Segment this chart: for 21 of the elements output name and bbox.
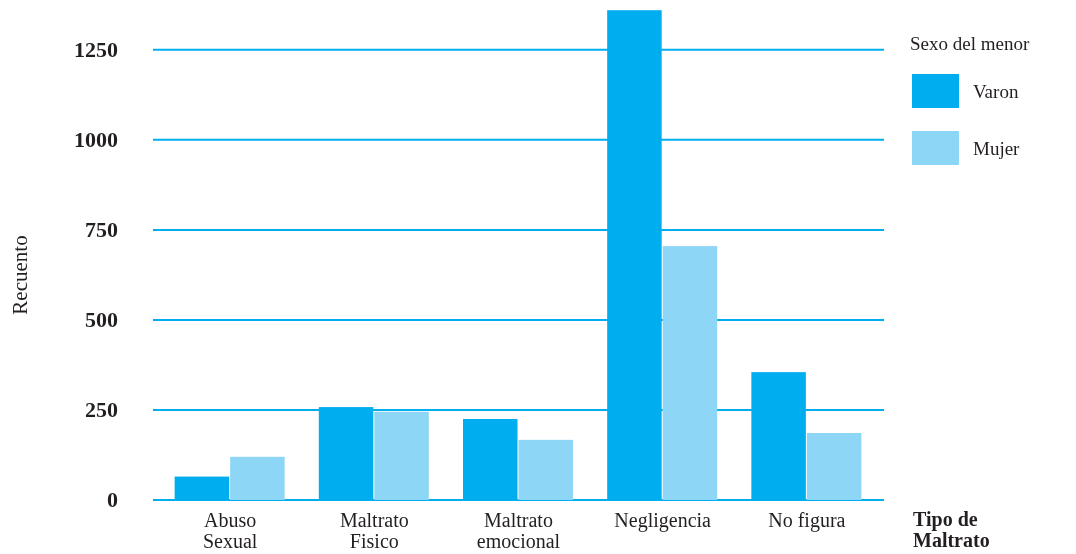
bar — [662, 246, 718, 500]
bar — [230, 456, 285, 500]
legend-label: Mujer — [973, 137, 1021, 159]
y-tick-label: 0 — [107, 487, 118, 513]
x-tick-label: Maltrato emocional — [476, 509, 561, 552]
x-tick-label: Maltrato Fisico — [339, 509, 409, 552]
y-axis-title: Recuento — [8, 235, 32, 315]
bar — [374, 411, 429, 500]
x-tick-label: Negligencia — [614, 509, 712, 532]
x-axis-title: Tipo de Maltrato — [913, 508, 990, 551]
legend-title: Sexo del menor — [910, 33, 1030, 54]
y-tick-label: 750 — [85, 216, 118, 242]
bar — [806, 433, 862, 500]
bar — [518, 439, 574, 500]
y-tick-label: 1000 — [74, 126, 118, 152]
y-tick-label: 500 — [85, 306, 118, 332]
x-tick-label: No figura — [768, 509, 846, 532]
legend-label: Varon — [973, 80, 1019, 102]
x-tick-label: Abuso Sexual — [202, 509, 258, 552]
y-tick-label: 1250 — [74, 36, 118, 62]
y-tick-label: 250 — [85, 397, 118, 422]
